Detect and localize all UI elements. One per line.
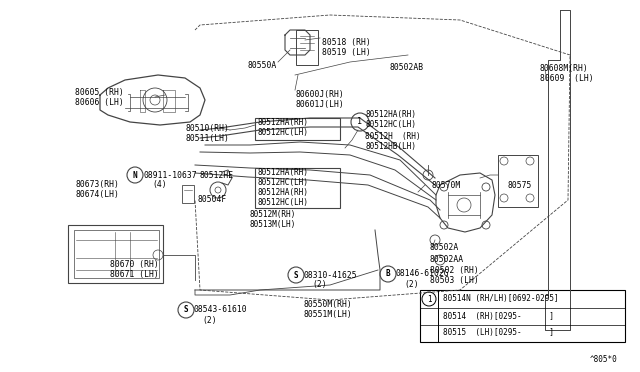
Text: 80671 (LH): 80671 (LH) (110, 270, 159, 279)
Text: 80513M(LH): 80513M(LH) (250, 221, 296, 230)
Text: 1: 1 (427, 295, 431, 304)
Text: S: S (184, 305, 188, 314)
Text: 80504F: 80504F (198, 196, 227, 205)
Text: 80503 (LH): 80503 (LH) (430, 276, 479, 285)
Text: 80512HC(LH): 80512HC(LH) (257, 128, 308, 137)
Text: 08911-10637: 08911-10637 (144, 170, 198, 180)
Circle shape (351, 113, 369, 131)
Text: N: N (132, 170, 138, 180)
Text: 80512HA(RH): 80512HA(RH) (365, 110, 416, 119)
Bar (420, 290, 625, 342)
Text: (2): (2) (404, 279, 419, 289)
Text: 80512M(RH): 80512M(RH) (250, 211, 296, 219)
Text: S: S (294, 270, 298, 279)
Text: 80550M(RH): 80550M(RH) (304, 301, 353, 310)
Text: 80608M(RH): 80608M(RH) (540, 64, 589, 73)
Text: 80514N (RH/LH)[0692-0295]: 80514N (RH/LH)[0692-0295] (443, 295, 559, 304)
Text: 80512H  (RH): 80512H (RH) (365, 132, 420, 141)
Bar (255, 168, 340, 208)
Bar (68, 225, 163, 283)
Text: 80511(LH): 80511(LH) (185, 134, 229, 142)
Text: 80518 (RH): 80518 (RH) (322, 38, 371, 46)
Text: ^805*0: ^805*0 (590, 356, 618, 365)
Text: 80606 (LH): 80606 (LH) (75, 99, 124, 108)
Text: 80609  (LH): 80609 (LH) (540, 74, 594, 83)
Text: 80601J(LH): 80601J(LH) (295, 100, 344, 109)
Text: 80512HB(LH): 80512HB(LH) (365, 142, 416, 151)
Text: B: B (386, 269, 390, 279)
Text: 80673(RH): 80673(RH) (75, 180, 119, 189)
Bar (296, 30, 318, 65)
Text: 80512HA(RH): 80512HA(RH) (257, 167, 308, 176)
Text: 80551M(LH): 80551M(LH) (304, 311, 353, 320)
Bar (255, 118, 340, 140)
Text: 80502A: 80502A (430, 244, 460, 253)
Text: 1: 1 (358, 118, 362, 126)
Text: 80670 (RH): 80670 (RH) (110, 260, 159, 269)
Text: 80605 (RH): 80605 (RH) (75, 89, 124, 97)
Text: 80502 (RH): 80502 (RH) (430, 266, 479, 275)
Text: 80512HA(RH): 80512HA(RH) (257, 118, 308, 126)
Text: 80512HC(LH): 80512HC(LH) (257, 177, 308, 186)
Text: 80512HC(LH): 80512HC(LH) (257, 199, 308, 208)
Text: 80512HE: 80512HE (200, 170, 234, 180)
Text: (4): (4) (152, 180, 166, 189)
Text: 80502AA: 80502AA (430, 256, 464, 264)
Text: (2): (2) (202, 315, 216, 324)
Bar (498, 155, 538, 207)
Text: 80674(LH): 80674(LH) (75, 190, 119, 199)
Text: 80600J(RH): 80600J(RH) (295, 90, 344, 99)
Text: 80514  (RH)[0295-      ]: 80514 (RH)[0295- ] (443, 311, 554, 321)
Text: 80575: 80575 (507, 180, 531, 189)
Text: 80512HC(LH): 80512HC(LH) (365, 121, 416, 129)
Text: 80515  (LH)[0295-      ]: 80515 (LH)[0295- ] (443, 328, 554, 337)
Text: 80502AB: 80502AB (390, 64, 424, 73)
Text: (2): (2) (312, 280, 326, 289)
Bar (182, 185, 194, 203)
Text: 08543-61610: 08543-61610 (194, 305, 248, 314)
Text: 80550A: 80550A (248, 61, 277, 70)
Text: 80512HA(RH): 80512HA(RH) (257, 189, 308, 198)
Text: 80510(RH): 80510(RH) (185, 124, 229, 132)
Text: 80519 (LH): 80519 (LH) (322, 48, 371, 57)
Text: 08146-6102G: 08146-6102G (396, 269, 450, 279)
Text: 08310-41625: 08310-41625 (304, 270, 358, 279)
Text: 80570M: 80570M (432, 180, 461, 189)
Bar (74, 230, 159, 278)
